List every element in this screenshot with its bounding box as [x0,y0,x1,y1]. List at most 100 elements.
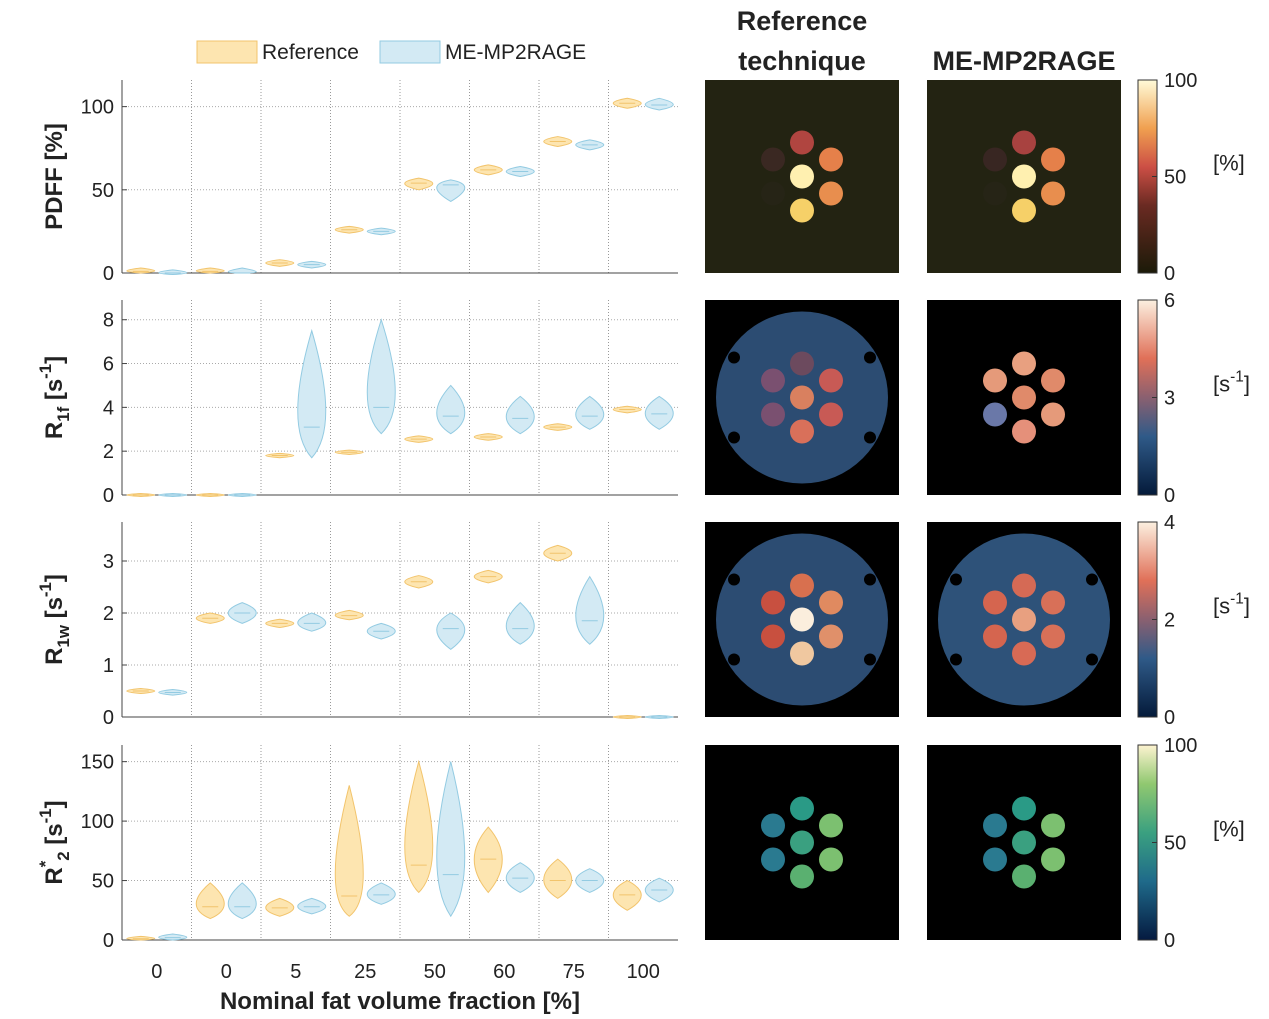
vial [1041,369,1065,393]
y-tick-label: 2 [103,603,114,625]
vial [1012,131,1036,155]
colorbar-tick-label: 0 [1164,930,1175,952]
vial [983,814,1007,838]
violin [506,863,534,893]
violin [367,320,395,434]
violin [645,98,673,110]
y-tick-label: 50 [92,871,114,893]
violin [298,331,326,458]
vial [1012,797,1036,821]
colorbar-unit: [%] [1213,817,1245,842]
vial [1012,420,1036,444]
violin [405,178,433,190]
violin [228,268,256,273]
vial [1012,386,1036,410]
phantom-hole [864,654,876,666]
text-part: PDFF [%] [41,123,68,230]
legend-swatch [197,41,257,63]
x-tick-label: 5 [290,961,301,983]
colorbar-tick-label: 50 [1164,833,1186,855]
text-part: R [41,422,68,439]
vial [1012,165,1036,189]
vial [1012,574,1036,598]
colorbar-unit: [s-1] [1213,369,1250,397]
text-part: R [41,647,68,664]
y-tick-label: 100 [81,811,114,833]
text-part: [%] [1213,151,1245,176]
colorbar-tick-label: 50 [1164,167,1186,189]
vial [819,814,843,838]
y-tick-label: 0 [103,263,114,285]
violin [544,859,572,898]
violin [335,610,363,619]
vial [1012,831,1036,855]
y-tick-label: 4 [103,397,114,419]
violin [159,270,187,275]
vial [819,369,843,393]
map-title: ME-MP2RAGE [932,46,1115,76]
vial [790,574,814,598]
text-part: 1w [54,624,73,647]
legend-label: Reference [262,41,359,64]
vial [1041,814,1065,838]
vial [983,625,1007,649]
y-axis-label: R*2 [s-1] [36,800,73,884]
text-part: ] [41,800,68,808]
phantom-hole [950,574,962,586]
vial [790,386,814,410]
x-tick-label: 60 [493,961,515,983]
x-tick-label: 100 [627,961,660,983]
y-tick-label: 100 [81,97,114,119]
colorbar-tick-label: 0 [1164,707,1175,729]
violin [437,385,465,433]
violin [613,881,641,911]
y-tick-label: 0 [103,485,114,507]
phantom-hole [728,352,740,364]
text-part: * [36,860,55,867]
text-part: -1 [36,808,55,823]
phantom-hole [728,574,740,586]
vial [761,625,785,649]
violin [474,827,502,892]
vial [819,591,843,615]
colorbar-tick-label: 3 [1164,388,1175,410]
vial [790,831,814,855]
violin [576,577,604,645]
text-part: R [41,867,68,884]
y-tick-label: 150 [81,752,114,774]
y-tick-label: 0 [103,707,114,729]
violin [127,936,155,940]
vial [790,642,814,666]
vial [1041,403,1065,427]
vial [1041,591,1065,615]
colorbar-tick-label: 100 [1164,70,1197,92]
violin [437,180,465,202]
violin [437,762,465,917]
y-axis-label: R1f [s-1] [36,356,73,439]
phantom-hole [1086,654,1098,666]
x-axis-label: Nominal fat volume fraction [%] [220,988,580,1015]
vial [790,131,814,155]
phantom-hole [728,432,740,444]
violin [228,883,256,919]
violin [298,898,326,913]
y-axis-label: R1w [s-1] [36,574,73,665]
text-part: 2 [54,851,73,860]
vial [1041,182,1065,206]
phantom-hole [864,432,876,444]
text-part: ] [1244,594,1250,619]
y-tick-label: 0 [103,930,114,952]
violin [159,934,187,940]
vial [983,182,1007,206]
text-part: [s [41,379,68,407]
vial [1012,865,1036,889]
vial [761,591,785,615]
vial [1012,352,1036,376]
violin [266,898,294,916]
phantom-hole [950,654,962,666]
vial [761,148,785,172]
y-tick-label: 8 [103,310,114,332]
vial [1012,642,1036,666]
vial [983,848,1007,872]
colorbar-unit: [%] [1213,151,1245,176]
